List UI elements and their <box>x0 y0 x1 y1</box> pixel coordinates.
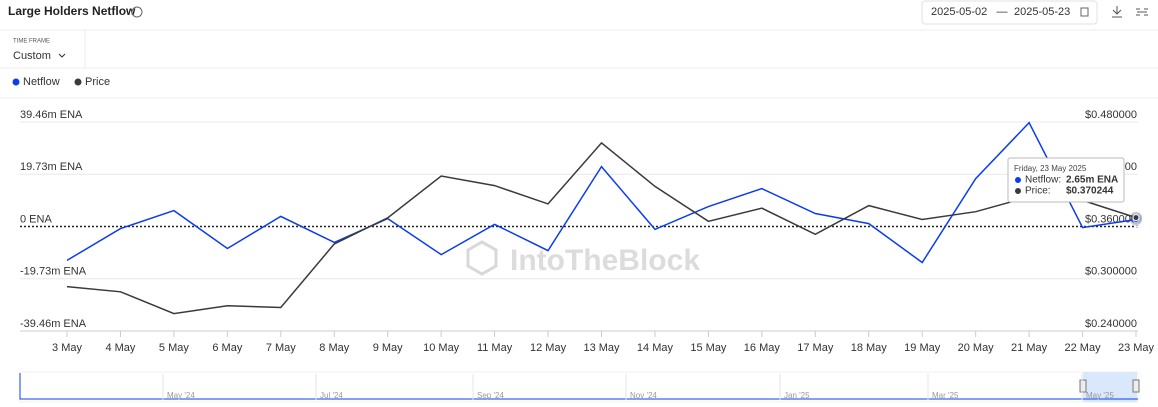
x-tick-label: 6 May <box>212 342 242 354</box>
tooltip-marker <box>1015 177 1021 183</box>
x-tick-label: 22 May <box>1065 342 1102 354</box>
x-tick-label: 7 May <box>266 342 296 354</box>
x-tick-label: 11 May <box>477 342 513 354</box>
navigator-label: Mar '25 <box>932 391 959 400</box>
x-tick-label: 19 May <box>904 342 941 354</box>
x-tick-label: 21 May <box>1011 342 1048 354</box>
tooltip-date: Friday, 23 May 2025 <box>1014 164 1087 173</box>
x-tick-label: 9 May <box>373 342 403 354</box>
tooltip-value: 2.65m ENA <box>1066 175 1118 186</box>
x-tick-label: 10 May <box>423 342 460 354</box>
x-tick-label: 8 May <box>319 342 349 354</box>
help-icon[interactable] <box>131 6 143 18</box>
date-picker[interactable] <box>921 0 1098 25</box>
link-icon[interactable] <box>1136 8 1148 16</box>
navigator-label: Jan '25 <box>784 391 810 400</box>
date-from: 2025-05-02 <box>931 6 987 18</box>
legend-marker <box>74 78 82 86</box>
x-tick-label: 4 May <box>105 342 135 354</box>
time-frame-label: TIME FRAME <box>13 39 50 45</box>
tooltip-marker <box>1015 188 1021 194</box>
x-tick-label: 5 May <box>159 342 189 354</box>
title: Large Holders Netflow <box>8 4 136 18</box>
hover-point <box>1132 214 1140 222</box>
y-tick-label: 39.46m ENA <box>20 109 83 121</box>
x-tick-label: 3 May <box>52 342 82 354</box>
navigator-label: May '25 <box>1086 391 1114 400</box>
navigator-label: May '24 <box>167 391 195 400</box>
tooltip-label: Netflow: <box>1025 175 1061 186</box>
date-separator: — <box>997 6 1008 18</box>
x-tick-label: 13 May <box>583 342 620 354</box>
x-tick-label: 15 May <box>690 342 727 354</box>
navigator-label: Nov '24 <box>630 391 657 400</box>
legend-marker <box>12 78 20 86</box>
x-tick-label: 16 May <box>744 342 781 354</box>
y2-tick-label: $0.300000 <box>1085 266 1137 278</box>
y-tick-label: -19.73m ENA <box>20 266 87 278</box>
y-tick-label: 0 ENA <box>20 213 52 225</box>
x-tick-label: 18 May <box>851 342 888 354</box>
x-tick-label: 17 May <box>797 342 834 354</box>
navigator-label: Jul '24 <box>320 391 343 400</box>
navigator[interactable]: May '24 Jul '24 Sep '24 Nov '24 Jan '25 Mar '… <box>19 371 1140 403</box>
series-line <box>66 121 1137 264</box>
dropdown-icon[interactable] <box>58 53 66 58</box>
x-tick-label: 14 May <box>637 342 674 354</box>
download-icon[interactable] <box>1112 6 1122 18</box>
time-frame-value[interactable]: Custom <box>13 50 51 62</box>
tooltip-label: Price: <box>1025 186 1051 197</box>
tooltip: Friday, 23 May 2025 Netflow: 2.65m ENA Pric… <box>1007 157 1125 203</box>
date-to: 2025-05-23 <box>1014 6 1070 18</box>
tooltip-value: $0.370244 <box>1066 186 1114 197</box>
y2-tick-label: $0.240000 <box>1085 318 1137 330</box>
legend-label: Netflow <box>23 76 60 88</box>
navigator-label: Sep '24 <box>477 391 504 400</box>
y2-tick-label: $0.480000 <box>1085 109 1137 121</box>
tooltip-box <box>1007 157 1125 203</box>
x-tick-label: 23 May <box>1118 342 1155 354</box>
x-tick-label: 20 May <box>958 342 995 354</box>
y-tick-label: -39.46m ENA <box>20 318 87 330</box>
legend-label: Price <box>85 76 110 88</box>
series-line <box>66 141 1137 315</box>
x-tick-label: 12 May <box>530 342 567 354</box>
y-tick-label: 19.73m ENA <box>20 161 83 173</box>
watermark: IntoTheBlock <box>466 240 700 277</box>
calendar-icon[interactable] <box>1080 7 1089 17</box>
watermark-text: IntoTheBlock <box>510 244 700 277</box>
y2-tick-label: $0.360000 <box>1085 213 1137 225</box>
